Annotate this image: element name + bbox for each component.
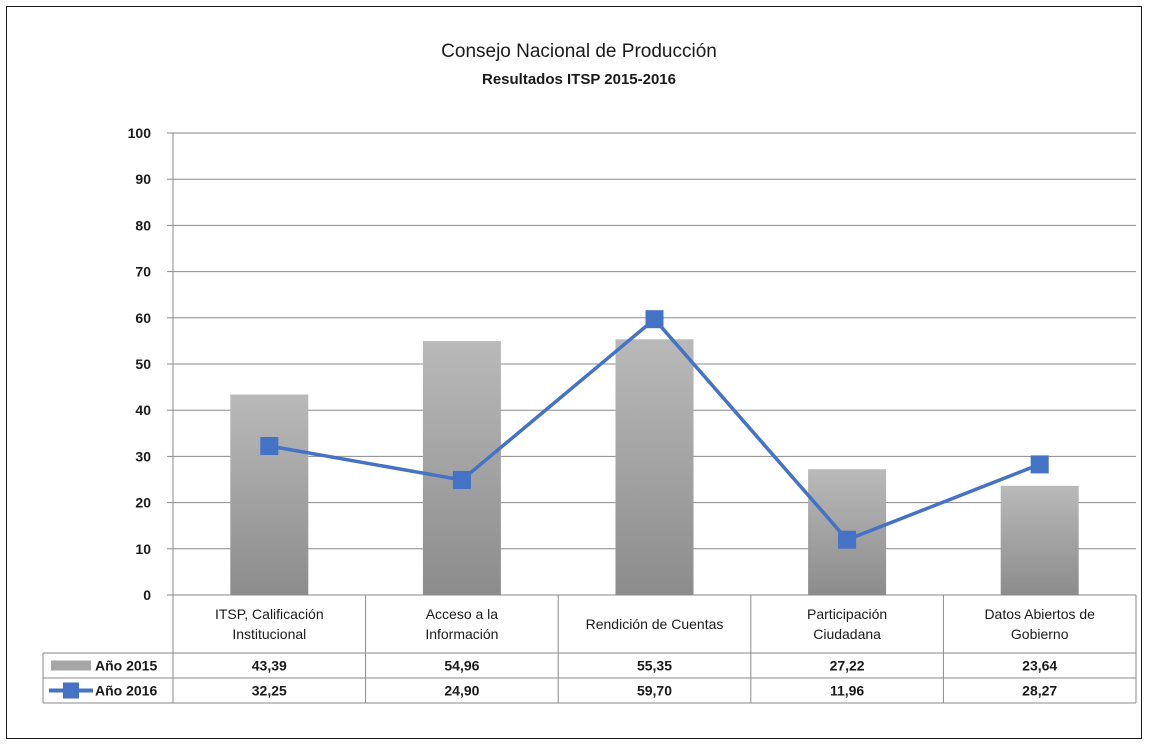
y-tick-label: 40 [135,402,151,418]
table-cell-2016: 28,27 [1022,683,1057,699]
y-tick-label: 10 [135,541,151,557]
legend-key-2016-marker [63,682,79,699]
category-label: Ciudadana [813,626,881,642]
y-tick-label: 90 [135,171,151,187]
category-label: Acceso a la [426,606,499,622]
table-cell-2016: 11,96 [830,683,864,699]
bar [422,341,501,595]
table-cell-2016: 59,70 [637,683,672,699]
chart-frame: Consejo Nacional de Producción Resultado… [6,6,1142,739]
table-cell-2015: 55,35 [637,658,672,674]
bar [615,339,694,595]
line-marker [1030,455,1049,474]
y-tick-label: 50 [135,356,151,372]
y-tick-label: 80 [135,217,151,233]
category-label: Gobierno [1011,626,1069,642]
line-marker [838,530,857,549]
legend-label-2016: Año 2016 [95,683,157,699]
y-tick-label: 20 [135,495,151,511]
y-tick-label: 70 [135,264,151,280]
line-marker [452,470,471,489]
line-marker [260,437,279,456]
table-cell-2016: 32,25 [252,683,287,699]
chart-subtitle: Resultados ITSP 2015-2016 [482,71,676,88]
y-tick-label: 100 [128,125,152,141]
category-label: Participación [807,606,887,622]
line-marker [645,310,664,329]
table-cell-2015: 27,22 [830,658,865,674]
bar [1000,485,1079,595]
category-label: Institucional [232,626,306,642]
combo-chart: Consejo Nacional de Producción Resultado… [42,41,1137,704]
category-label: Rendición de Cuentas [586,616,724,632]
table-cell-2015: 23,64 [1022,658,1057,674]
table-cell-2015: 54,96 [444,658,479,674]
legend-label-2015: Año 2015 [95,658,157,674]
bar [230,394,309,595]
y-tick-label: 30 [135,448,151,464]
legend-key-2015 [51,660,91,671]
plot-area: 0 10 20 30 40 50 60 70 80 90 100 ITSP, Calificación… [42,125,1137,704]
table-cell-2016: 24,90 [444,683,479,699]
y-tick-label: 0 [143,587,151,603]
table-cell-2015: 43,39 [252,658,287,674]
y-tick-label: 60 [135,310,151,326]
chart-title: Consejo Nacional de Producción [441,41,717,62]
category-label: ITSP, Calificación [215,606,324,622]
category-label: Información [425,626,498,642]
category-label: Datos Abiertos de [984,606,1095,622]
